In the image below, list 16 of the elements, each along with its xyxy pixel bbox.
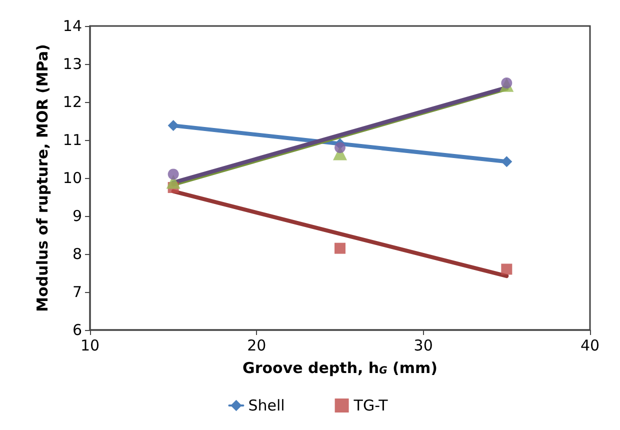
y-axis-title: Modulus of rupture, MOR (MPa) [34,44,52,312]
y-tick-label: 13 [62,55,82,73]
y-tick-label: 12 [62,93,82,111]
x-tick-label: 30 [414,336,433,354]
y-tick-label: 11 [62,131,82,149]
y-tick-label: 8 [72,245,82,263]
x-tick-label: 20 [247,336,266,354]
legend-label: TG-T [352,396,389,414]
legend-label: Shell [248,396,285,414]
y-tick-label: 14 [62,17,82,35]
y-tick-label: 9 [72,207,82,225]
y-tick-label: 6 [72,321,82,339]
y-tick-label: 7 [72,283,82,301]
x-tick-label: 40 [580,336,600,354]
x-axis-title: Groove depth, hG (mm) [242,359,438,377]
y-tick-label: 10 [62,169,82,187]
